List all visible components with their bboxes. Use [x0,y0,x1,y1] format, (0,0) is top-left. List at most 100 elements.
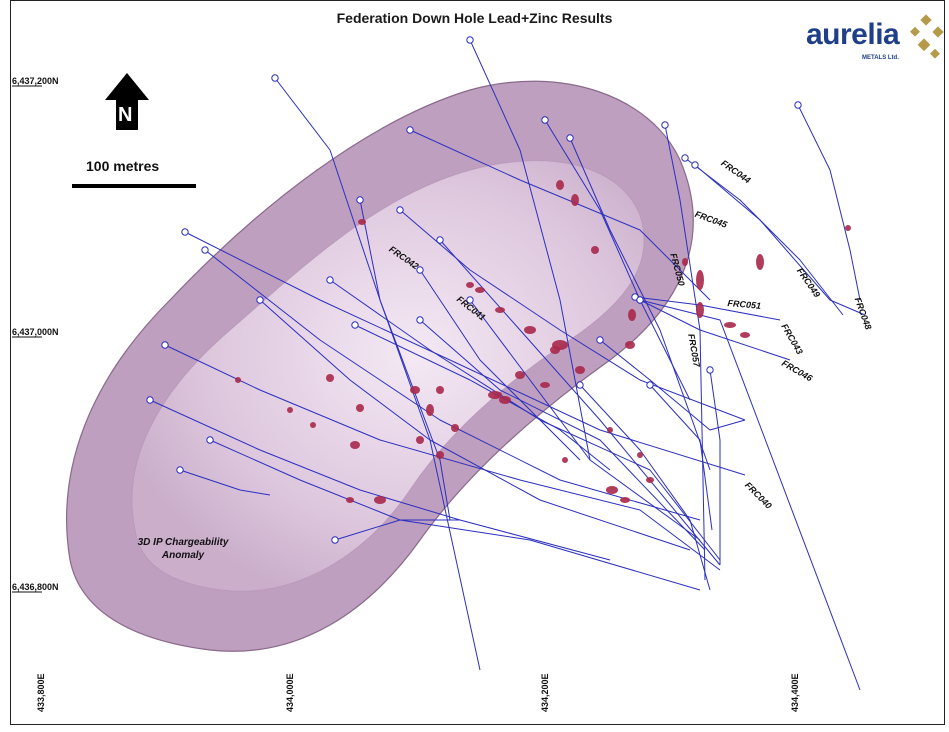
lead-zinc-intercept [374,496,386,504]
drillhole-trace [399,209,746,421]
collar-marker-icon [181,228,189,236]
collar-marker-icon [596,336,604,344]
lead-zinc-intercept [591,246,599,254]
north-arrow-letter: N [118,104,133,126]
collar-marker-icon [436,236,444,244]
logo-wordmark: aurelia [806,18,900,51]
northing-label: 6,437,000N [12,327,59,337]
lead-zinc-intercept [696,302,704,318]
lead-zinc-intercept [606,486,618,494]
drillhole-trace [334,519,460,541]
lead-zinc-intercept [646,477,654,483]
collar-marker-icon [466,296,474,304]
collar-marker-icon [271,74,279,82]
collar-marker-icon [794,101,802,109]
collar-marker-icon [566,134,574,142]
coordinate-ticks [12,85,42,593]
drillhole-trace [709,369,721,565]
lead-zinc-intercept [696,270,704,290]
drillhole-trace [599,339,746,431]
lead-zinc-intercept [475,287,485,293]
lead-zinc-intercept [451,424,459,432]
north-arrow-icon [105,73,149,130]
collar-marker-icon [146,396,154,404]
collar-marker-icon [351,321,359,329]
drillhole-trace [544,119,691,401]
collar-marker-icon [331,536,339,544]
lead-zinc-intercept [326,374,334,382]
drillhole-trace [649,384,713,531]
drillhole-trace [469,39,591,461]
collar-marker-icon [326,276,334,284]
drillhole-trace [569,137,711,471]
collar-marker-icon [466,36,474,44]
collar-marker-icon [416,266,424,274]
northing-label: 6,436,800N [12,582,59,592]
easting-label: 434,000E [285,673,295,712]
map-title: Federation Down Hole Lead+Zinc Results [336,10,613,26]
collar-marker-icon [161,341,169,349]
lead-zinc-intercept [515,371,525,379]
collar-marker-icon [706,366,714,374]
lead-zinc-intercept [426,404,434,416]
lead-zinc-intercept [358,219,366,225]
lead-zinc-intercepts [235,180,851,504]
lead-zinc-intercept [488,391,502,399]
drillhole-trace [419,319,706,551]
collar-marker-icon [206,436,214,444]
lead-zinc-intercept [235,377,241,383]
lead-zinc-intercept [607,427,613,433]
lead-zinc-intercept [550,346,560,354]
drillhole-trace [204,249,701,521]
collar-marker-icon [176,466,184,474]
anomaly-label: 3D IP Chargeability Anomaly [137,537,229,561]
collar-marker-icon [256,296,264,304]
collar-marker-icon [636,296,644,304]
lead-zinc-intercept [575,366,585,374]
lead-zinc-intercept [350,441,360,449]
collar-marker-icon [416,316,424,324]
collar-marker-icon [406,126,414,134]
drillhole-trace [639,299,791,361]
drillhole-trace [409,129,711,301]
collar-marker-icon [201,246,209,254]
collar-marker-icon [646,381,654,389]
drillhole-trace [184,231,746,476]
lead-zinc-intercept [499,396,511,404]
lead-zinc-intercept [540,382,550,388]
lead-zinc-intercept [682,258,688,266]
drillhole-trace [329,279,721,561]
lead-zinc-intercept [466,282,474,288]
map-frame [10,0,945,725]
drillhole-trace [354,324,611,471]
drillhole-trace [694,164,866,316]
lead-zinc-intercept [524,326,536,334]
drillhole-trace [164,344,721,571]
collar-marker-icon [396,206,404,214]
lead-zinc-intercept [740,332,750,338]
northing-label: 6,437,200N [12,76,59,86]
lead-zinc-intercept [625,341,635,349]
lead-zinc-intercept [628,309,636,321]
drillhole-trace [579,384,711,591]
lead-zinc-intercept [416,436,424,444]
drillhole-collars [146,36,802,544]
collar-marker-icon [541,116,549,124]
lead-zinc-intercept [756,254,764,270]
lead-zinc-intercept [556,180,564,190]
drillhole-trace [797,104,861,301]
drillhole-trace [419,269,581,461]
lead-zinc-intercept [287,407,293,413]
lead-zinc-intercept [637,452,643,458]
easting-label: 434,400E [790,673,800,712]
scale-bar-label: 100 metres [86,158,160,174]
lead-zinc-intercept [495,307,505,313]
drillhole-trace [179,469,271,496]
logo-subtitle: METALS Ltd. [862,55,899,61]
easting-label: 433,800E [36,673,46,712]
collar-marker-icon [661,121,669,129]
drillhole-trace [684,157,844,316]
lead-zinc-intercept [310,422,316,428]
